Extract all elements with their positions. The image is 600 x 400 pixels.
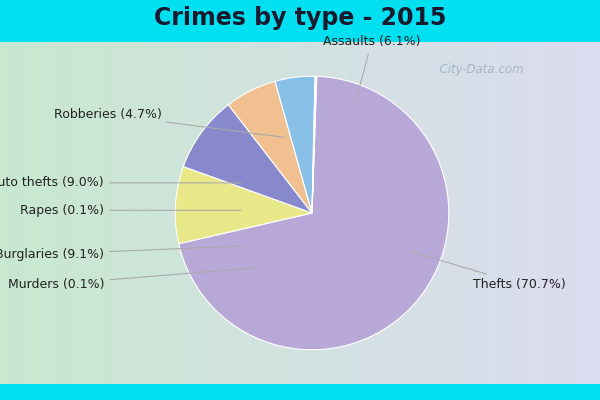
Text: Thefts (70.7%): Thefts (70.7%) — [413, 252, 566, 291]
Wedge shape — [312, 76, 317, 213]
Text: Burglaries (9.1%): Burglaries (9.1%) — [0, 246, 244, 260]
Wedge shape — [175, 166, 312, 244]
Wedge shape — [229, 81, 312, 213]
Wedge shape — [312, 76, 316, 213]
Text: Robberies (4.7%): Robberies (4.7%) — [53, 108, 284, 138]
Text: Auto thefts (9.0%): Auto thefts (9.0%) — [0, 176, 241, 190]
Wedge shape — [179, 76, 449, 350]
Text: Rapes (0.1%): Rapes (0.1%) — [20, 204, 241, 217]
Wedge shape — [275, 76, 315, 213]
Text: Assaults (6.1%): Assaults (6.1%) — [323, 36, 421, 98]
Wedge shape — [184, 105, 312, 213]
Text: City-Data.com: City-Data.com — [433, 62, 524, 76]
Text: Crimes by type - 2015: Crimes by type - 2015 — [154, 6, 446, 30]
Text: Murders (0.1%): Murders (0.1%) — [8, 268, 254, 291]
